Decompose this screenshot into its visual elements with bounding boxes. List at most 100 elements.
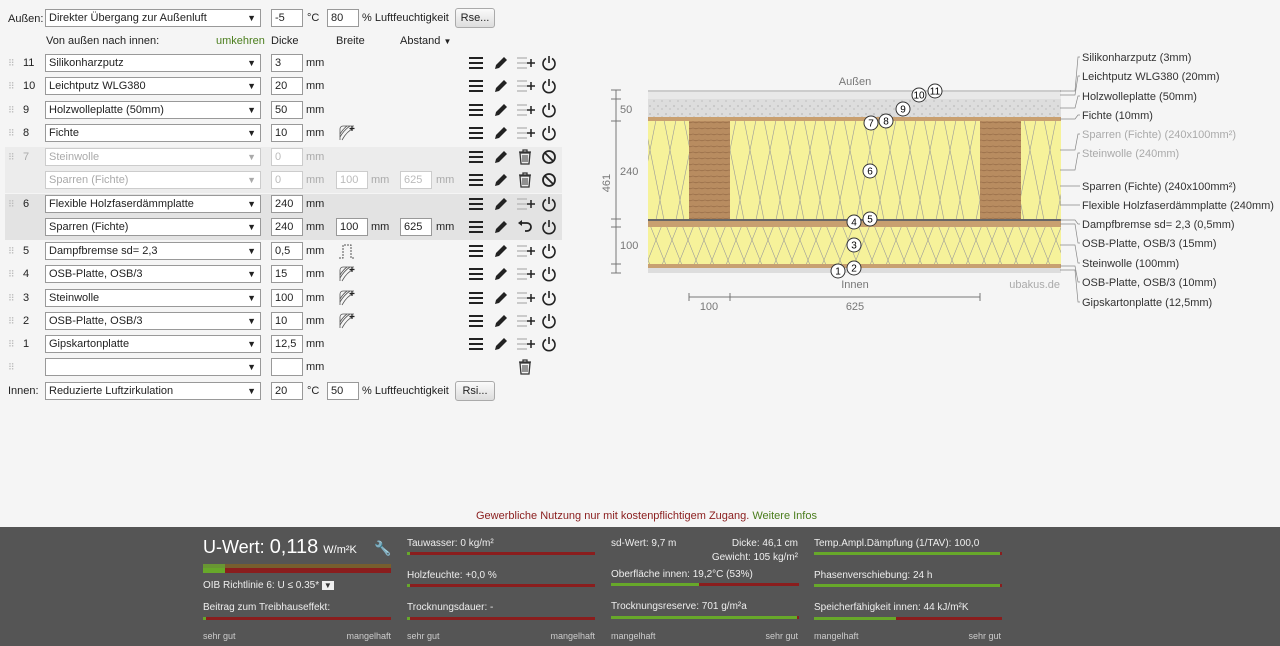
power-icon[interactable] (541, 290, 559, 308)
oib-select[interactable]: OIB Richtlinie 6: U ≤ 0.35* ▼ (203, 580, 334, 591)
membrane-icon[interactable] (338, 242, 356, 260)
menu-icon[interactable] (468, 55, 486, 73)
drag-handle-icon[interactable]: ⠿ (8, 128, 15, 138)
power-icon[interactable] (541, 266, 559, 284)
layer-thickness-input[interactable]: 0 (271, 171, 303, 189)
menu-icon[interactable] (468, 266, 486, 284)
power-icon[interactable] (541, 196, 559, 214)
edit-icon[interactable] (493, 102, 511, 120)
menu-icon[interactable] (468, 290, 486, 308)
layer-thickness-input[interactable]: 240 (271, 218, 303, 236)
edit-icon[interactable] (493, 313, 511, 331)
edit-icon[interactable] (493, 149, 511, 167)
add-layer-icon[interactable] (517, 313, 537, 331)
power-icon[interactable] (541, 219, 559, 237)
drag-handle-icon[interactable]: ⠿ (8, 293, 15, 303)
outside-climate-select[interactable]: Direkter Übergang zur Außenluft ▼ (45, 9, 261, 27)
drag-handle-icon[interactable]: ⠿ (8, 316, 15, 326)
add-rafter-icon[interactable] (338, 124, 356, 142)
spacing-header[interactable]: Abstand ▼ (400, 34, 451, 49)
layer-material-select[interactable]: Silikonharzputz ▼ (45, 54, 261, 72)
outside-humidity-input[interactable]: 80 (327, 9, 359, 27)
add-layer-icon[interactable] (517, 125, 537, 143)
menu-icon[interactable] (468, 219, 486, 237)
edit-icon[interactable] (493, 266, 511, 284)
power-icon[interactable] (541, 78, 559, 96)
add-layer-icon[interactable] (517, 266, 537, 284)
menu-icon[interactable] (468, 336, 486, 354)
layer-material-select[interactable]: Steinwolle ▼ (45, 148, 261, 166)
menu-icon[interactable] (468, 102, 486, 120)
rsi-button[interactable]: Rsi... (455, 381, 495, 401)
inside-humidity-input[interactable]: 50 (327, 382, 359, 400)
menu-icon[interactable] (468, 172, 486, 190)
layer-material-select[interactable]: Sparren (Fichte) ▼ (45, 218, 261, 236)
layer-spacing-input[interactable]: 625 (400, 218, 432, 236)
layer-width-input[interactable]: 100 (336, 218, 368, 236)
disable-icon[interactable] (541, 172, 559, 190)
add-rafter-icon[interactable] (338, 289, 356, 307)
layer-thickness-input[interactable]: 20 (271, 77, 303, 95)
undo-icon[interactable] (517, 219, 537, 237)
edit-icon[interactable] (493, 172, 511, 190)
more-info-link[interactable]: Weitere Infos (752, 510, 817, 522)
edit-icon[interactable] (493, 55, 511, 73)
add-rafter-icon[interactable] (338, 265, 356, 283)
inside-temp-input[interactable]: 20 (271, 382, 303, 400)
layer-material-select[interactable]: ▼ (45, 358, 261, 376)
rse-button[interactable]: Rse... (455, 8, 495, 28)
add-layer-icon[interactable] (517, 78, 537, 96)
drag-handle-icon[interactable]: ⠿ (8, 81, 15, 91)
layer-thickness-input[interactable]: 15 (271, 265, 303, 283)
layer-width-input[interactable]: 100 (336, 171, 368, 189)
power-icon[interactable] (541, 336, 559, 354)
power-icon[interactable] (541, 243, 559, 261)
layer-material-select[interactable]: OSB-Platte, OSB/3 ▼ (45, 312, 261, 330)
edit-icon[interactable] (493, 290, 511, 308)
add-layer-icon[interactable] (517, 336, 537, 354)
layer-material-select[interactable]: Fichte ▼ (45, 124, 261, 142)
layer-material-select[interactable]: Gipskartonplatte ▼ (45, 335, 261, 353)
trash-icon[interactable] (517, 172, 537, 190)
menu-icon[interactable] (468, 125, 486, 143)
add-layer-icon[interactable] (517, 243, 537, 261)
edit-icon[interactable] (493, 243, 511, 261)
power-icon[interactable] (541, 55, 559, 73)
layer-thickness-input[interactable]: 0 (271, 148, 303, 166)
menu-icon[interactable] (468, 243, 486, 261)
layer-material-select[interactable]: Leichtputz WLG380 ▼ (45, 77, 261, 95)
add-layer-icon[interactable] (517, 196, 537, 214)
reverse-link[interactable]: umkehren (216, 35, 265, 47)
add-layer-icon[interactable] (517, 102, 537, 120)
outside-temp-input[interactable]: -5 (271, 9, 303, 27)
wrench-icon[interactable]: 🔧 (374, 540, 392, 556)
inside-climate-select[interactable]: Reduzierte Luftzirkulation ▼ (45, 382, 261, 400)
layer-material-select[interactable]: Dampfbremse sd= 2,3 ▼ (45, 242, 261, 260)
menu-icon[interactable] (468, 78, 486, 96)
layer-material-select[interactable]: Sparren (Fichte) ▼ (45, 171, 261, 189)
layer-thickness-input[interactable]: 0,5 (271, 242, 303, 260)
drag-handle-icon[interactable]: ⠿ (8, 339, 15, 349)
drag-handle-icon[interactable]: ⠿ (8, 152, 15, 162)
layer-material-select[interactable]: Flexible Holzfaserdämmplatte ▼ (45, 195, 261, 213)
drag-handle-icon[interactable]: ⠿ (8, 58, 15, 68)
layer-material-select[interactable]: Steinwolle ▼ (45, 289, 261, 307)
edit-icon[interactable] (493, 78, 511, 96)
layer-thickness-input[interactable]: 10 (271, 312, 303, 330)
drag-handle-icon[interactable]: ⠿ (8, 269, 15, 279)
edit-icon[interactable] (493, 196, 511, 214)
layer-thickness-input[interactable]: 240 (271, 195, 303, 213)
edit-icon[interactable] (493, 336, 511, 354)
power-icon[interactable] (541, 313, 559, 331)
layer-thickness-input[interactable]: 12,5 (271, 335, 303, 353)
layer-material-select[interactable]: OSB-Platte, OSB/3 ▼ (45, 265, 261, 283)
edit-icon[interactable] (493, 125, 511, 143)
drag-handle-icon[interactable]: ⠿ (8, 199, 15, 209)
drag-handle-icon[interactable]: ⠿ (8, 246, 15, 256)
layer-thickness-input[interactable]: 3 (271, 54, 303, 72)
add-layer-icon[interactable] (517, 290, 537, 308)
power-icon[interactable] (541, 102, 559, 120)
disable-icon[interactable] (541, 149, 559, 167)
trash-icon[interactable] (517, 149, 537, 167)
layer-thickness-input[interactable]: 10 (271, 124, 303, 142)
